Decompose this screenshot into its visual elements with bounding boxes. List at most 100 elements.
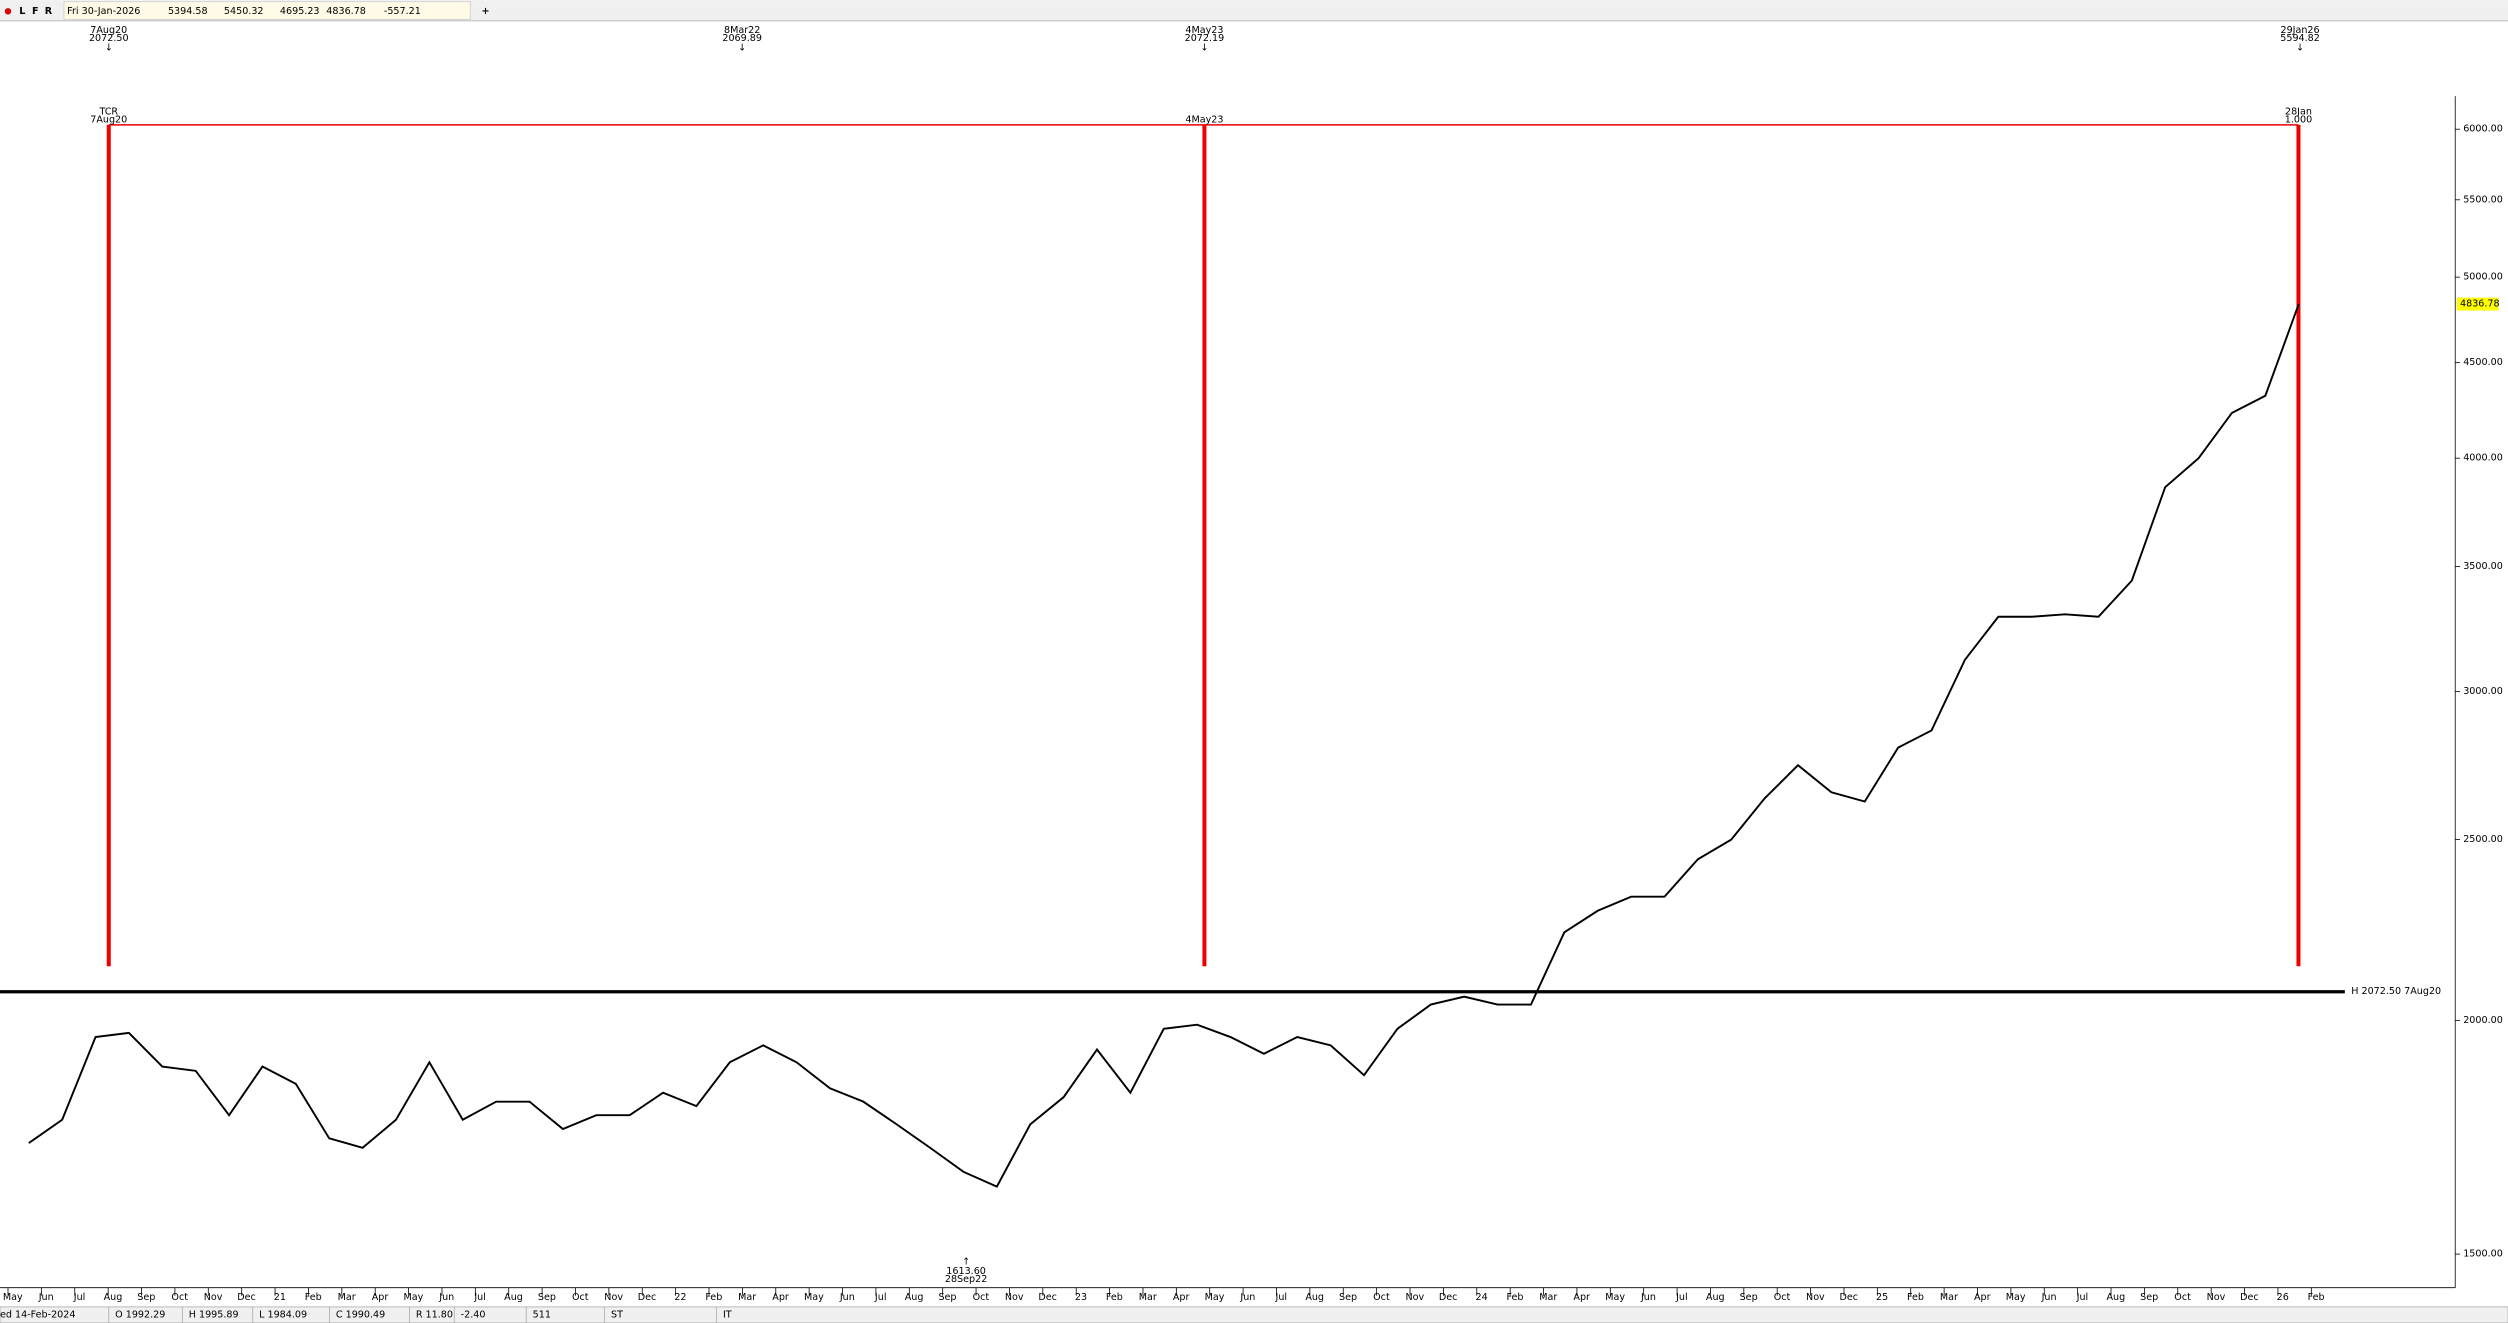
y-tick-label: 6000.00	[2463, 124, 2503, 135]
x-tick-label: Oct	[1774, 1292, 1791, 1303]
x-tick-label: Oct	[1373, 1292, 1390, 1303]
x-tick-label: Nov	[1405, 1292, 1424, 1303]
x-tick-label: Mar	[1139, 1292, 1157, 1303]
x-tick-label: Sep	[938, 1292, 956, 1303]
x-tick-label: Nov	[1005, 1292, 1024, 1303]
x-tick-label: May	[804, 1292, 824, 1303]
x-tick-label: Jul	[73, 1292, 86, 1303]
x-tick-label: Jul	[874, 1292, 887, 1303]
x-tick-label: Jul	[1675, 1292, 1688, 1303]
x-tick-label: Apr	[1173, 1292, 1190, 1303]
x-tick-label: Jun	[1640, 1292, 1656, 1303]
price-tag-label: 4836.78	[2460, 299, 2500, 310]
x-tick-label: Feb	[1106, 1292, 1123, 1303]
x-tick-label: Apr	[372, 1292, 389, 1303]
quote-close: 4836.78	[326, 6, 366, 17]
quote-box	[63, 1, 471, 20]
x-tick-label: May	[2006, 1292, 2026, 1303]
status-field: -2.40	[461, 1309, 486, 1320]
status-field: R 11.80	[416, 1309, 453, 1320]
x-tick-label: Aug	[905, 1292, 924, 1303]
x-tick-label: Feb	[705, 1292, 722, 1303]
cycle-label: TCR	[98, 107, 118, 118]
status-field: O 1992.29	[115, 1309, 165, 1320]
x-tick-label: Dec	[237, 1292, 256, 1303]
x-tick-label: 25	[1876, 1292, 1888, 1303]
status-field: 511	[533, 1309, 551, 1320]
quote-change: -557.21	[384, 6, 421, 17]
quote-high: 5450.32	[224, 6, 264, 17]
add-button[interactable]: +	[481, 6, 489, 17]
quote-date: Fri 30-Jan-2026	[67, 6, 140, 17]
x-tick-label: Jun	[1239, 1292, 1255, 1303]
x-tick-label: Apr	[772, 1292, 789, 1303]
x-tick-label: Mar	[738, 1292, 756, 1303]
x-tick-label: Feb	[305, 1292, 322, 1303]
y-tick-label: 2000.00	[2463, 1015, 2503, 1026]
y-tick-label: 5500.00	[2463, 194, 2503, 205]
toolbar	[0, 0, 2508, 21]
x-tick-label: Nov	[204, 1292, 223, 1303]
x-tick-label: May	[3, 1292, 23, 1303]
y-tick-label: 4000.00	[2463, 453, 2503, 464]
x-tick-label: May	[1205, 1292, 1225, 1303]
x-tick-label: 21	[274, 1292, 286, 1303]
status-field: ST	[611, 1309, 623, 1320]
y-tick-label: 4500.00	[2463, 357, 2503, 368]
x-tick-label: Aug	[1706, 1292, 1725, 1303]
x-tick-label: Mar	[338, 1292, 356, 1303]
peak-arrow: ↓	[2296, 43, 2304, 54]
quote-open: 5394.58	[168, 6, 208, 17]
status-field: ed 14-Feb-2024	[0, 1309, 75, 1320]
x-tick-label: 26	[2277, 1292, 2289, 1303]
cycle-label: 28Jan	[2285, 107, 2312, 118]
x-tick-label: Jun	[38, 1292, 54, 1303]
x-tick-label: Sep	[2140, 1292, 2158, 1303]
low-marker-label: 28Sep22	[945, 1274, 987, 1285]
x-tick-label: Jun	[2041, 1292, 2057, 1303]
cycle-label: 1.000	[2285, 115, 2312, 126]
x-tick-label: Nov	[604, 1292, 623, 1303]
x-tick-label: May	[1605, 1292, 1625, 1303]
x-tick-label: Nov	[2207, 1292, 2226, 1303]
status-field: H 1995.89	[189, 1309, 239, 1320]
y-tick-label: 3000.00	[2463, 686, 2503, 697]
toolbar-button[interactable]: R	[45, 6, 53, 17]
status-field: IT	[723, 1309, 732, 1320]
x-tick-label: 22	[674, 1292, 686, 1303]
x-tick-label: 24	[1475, 1292, 1487, 1303]
x-tick-label: Feb	[1506, 1292, 1523, 1303]
toolbar-button[interactable]: F	[32, 6, 39, 17]
peak-marker-label: 2069.89	[722, 33, 762, 44]
x-tick-label: Sep	[137, 1292, 155, 1303]
x-tick-label: Dec	[1038, 1292, 1057, 1303]
x-tick-label: Sep	[1740, 1292, 1758, 1303]
y-tick-label: 5000.00	[2463, 272, 2503, 283]
x-tick-label: Dec	[1839, 1292, 1858, 1303]
x-tick-label: Feb	[2308, 1292, 2325, 1303]
status-field: L 1984.09	[259, 1309, 307, 1320]
peak-arrow: ↓	[738, 43, 746, 54]
x-tick-label: Mar	[1539, 1292, 1557, 1303]
x-tick-label: Dec	[1439, 1292, 1458, 1303]
record-icon[interactable]	[4, 8, 12, 15]
x-tick-label: Oct	[973, 1292, 990, 1303]
horizontal-level-label: H 2072.50 7Aug20	[2351, 986, 2441, 997]
toolbar-button[interactable]: L	[19, 6, 25, 17]
low-marker-label: 1613.60	[946, 1266, 986, 1277]
peak-marker-label: 7Aug20	[90, 25, 127, 36]
x-tick-label: May	[403, 1292, 423, 1303]
x-tick-label: Aug	[504, 1292, 523, 1303]
price-line	[28, 303, 2300, 1188]
x-tick-label: Aug	[104, 1292, 123, 1303]
x-tick-label: Oct	[2174, 1292, 2191, 1303]
x-tick-label: Jul	[473, 1292, 486, 1303]
y-tick-label: 2500.00	[2463, 834, 2503, 845]
x-tick-label: Jun	[839, 1292, 855, 1303]
peak-marker-label: 8Mar22	[724, 25, 760, 36]
x-tick-label: Jul	[2076, 1292, 2089, 1303]
cycle-label: 4May23	[1185, 115, 1223, 126]
x-tick-label: 23	[1075, 1292, 1087, 1303]
quote-low: 4695.23	[280, 6, 320, 17]
